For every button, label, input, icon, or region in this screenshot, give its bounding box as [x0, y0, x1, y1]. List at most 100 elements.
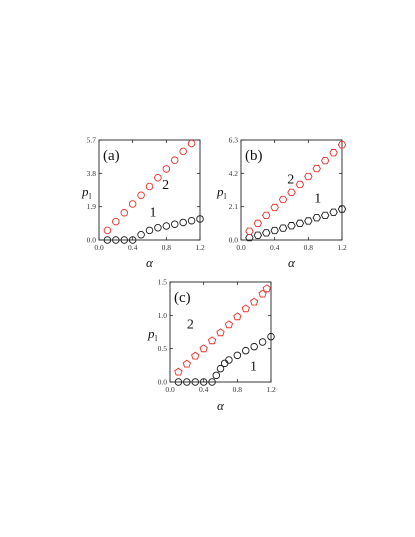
- panel-b-ytick-3: 6.3: [229, 136, 239, 145]
- panel-a-series-2-point-1: [112, 217, 120, 226]
- panel-b-series-2-point-3: [270, 203, 279, 212]
- panel-a-xtick-1: 0.4: [128, 243, 138, 252]
- panel-b-series-1-point-6: [295, 219, 305, 227]
- panel-b-ylabel-main: p: [216, 184, 224, 199]
- panel-a-curve-label-1: 2: [162, 178, 169, 193]
- panel-b-series-1-point-5: [287, 222, 296, 230]
- panel-a-ylabel-main: p: [81, 184, 89, 199]
- panel-b-label: (b): [245, 148, 263, 164]
- panel-a-series-1-point-7: [162, 222, 171, 230]
- panel-a-frame: [98, 139, 201, 241]
- panel-c-xticks: 0.0 0.4 0.8 1.2: [165, 385, 276, 394]
- panel-b-ytick-2: 4.2: [229, 169, 239, 178]
- panel-a-series-1-point-3: [128, 236, 137, 244]
- panel-a-series-1-point-9: [179, 218, 187, 227]
- panel-c-series-1-point-11: [250, 342, 258, 351]
- panel-c-series-1-point-1: [183, 378, 191, 386]
- panel-a-series-1-point-2: [120, 236, 128, 244]
- panel-a-xtick-2: 0.8: [162, 243, 172, 252]
- panel-a-ylabel: pl: [81, 184, 92, 201]
- panel-a-xtick-3: 1.2: [195, 243, 205, 252]
- panel-a-series-1-point-11: [196, 215, 204, 223]
- panel-a-series-1-point-10: [187, 216, 196, 225]
- panel-c-frame: [169, 281, 272, 383]
- panel-a-series-2-point-9: [179, 147, 187, 156]
- panel-a-ytick-1: 1.9: [87, 202, 97, 211]
- panel-b-series-2-point-2: [262, 211, 271, 220]
- panel-c-series-2-point-2: [191, 351, 200, 360]
- panel-a-series-1-point-0: [103, 236, 112, 244]
- panel-c-ytick-0: 0.0: [158, 378, 168, 387]
- panel-a-yticks: 0.0 1.9 3.8 5.7: [87, 136, 97, 245]
- panel-c-xtick-1: 0.4: [199, 385, 209, 394]
- panel-c-xtick-0: 0.0: [165, 385, 175, 394]
- panel-a-series-2-point-7: [162, 165, 171, 173]
- panel-b-ytick-0: 0.0: [229, 236, 239, 245]
- panel-b-xtick-2: 0.8: [304, 243, 314, 252]
- panel-a-xticks: 0.0 0.4 0.8 1.2: [94, 243, 205, 252]
- panel-a-series-1-point-1: [112, 236, 120, 244]
- panel-c-ylabel-sub: l: [155, 334, 158, 343]
- panel-a: (a) α pl 0.0 0.4 0.8 1.2 0.0 1.9 3.8 5.7…: [81, 136, 205, 271]
- panel-c-series-1-point-7: [220, 359, 229, 368]
- panel-b-series-1-point-2: [262, 229, 271, 237]
- panel-a-ylabel-sub: l: [89, 192, 92, 201]
- panel-c-series-1-point-2: [191, 378, 199, 386]
- panel-c-curve-label-1: 2: [187, 318, 194, 333]
- panel-c-series-1-point-8: [225, 356, 233, 364]
- panel-a-series-2-point-0: [103, 226, 112, 235]
- panel-b-series-1-point-4: [278, 224, 288, 232]
- panel-c-series-2-point-1: [182, 359, 191, 368]
- panel-b-series-2-point-1: [253, 219, 263, 227]
- panel-a-series-1-point-6: [154, 223, 162, 232]
- panel-b-xtick-0: 0.0: [236, 243, 246, 252]
- panel-b-series-1-point-10: [329, 208, 338, 216]
- panel-c-series-2: [174, 284, 271, 376]
- panel-b-series-1-point-7: [304, 217, 313, 225]
- panel-b-ylabel: pl: [216, 184, 227, 201]
- panel-a-curve-label-0: 1: [150, 205, 157, 220]
- panel-c-xlabel: α: [217, 398, 225, 413]
- panel-c-series-2-point-0: [174, 367, 183, 376]
- panel-b-series-2-point-7: [304, 172, 313, 181]
- panel-b-series-2-point-4: [278, 195, 288, 204]
- panel-c-yticks: 0.0 0.5 1.0 1.5: [158, 278, 168, 387]
- panel-b-xtick-3: 1.2: [337, 243, 347, 252]
- panel-c-series-1: [174, 332, 275, 386]
- panel-a-annotations: 12: [150, 178, 170, 220]
- panel-c-series-1-point-9: [233, 351, 242, 360]
- panel-c-ytick-1: 0.5: [158, 344, 168, 353]
- panel-c-series-1-point-10: [241, 346, 250, 355]
- panel-c-series-1-point-6: [216, 364, 225, 373]
- panel-c-series-2-point-7: [233, 312, 242, 321]
- panel-c-series-1-point-12: [258, 338, 267, 346]
- panel-b-curve-label-0: 1: [314, 192, 321, 207]
- panel-c-series-1-point-4: [208, 378, 216, 386]
- panel-c-series-2-point-8: [241, 304, 250, 313]
- panel-b-series-2-point-8: [312, 164, 321, 173]
- panel-a-series-2-point-2: [120, 209, 128, 217]
- panel-b-series-1-point-3: [270, 226, 279, 235]
- panel-a-series-1-point-5: [145, 226, 154, 235]
- panel-c-curve-label-0: 1: [250, 360, 257, 375]
- panel-b-xticks: 0.0 0.4 0.8 1.2: [236, 243, 347, 252]
- panel-b-series-1-point-1: [253, 231, 263, 239]
- panel-a-xlabel: α: [146, 255, 154, 270]
- panel-b-series-2-point-11: [337, 141, 347, 149]
- panel-a-series-2: [103, 139, 196, 235]
- panel-b-ylabel-sub: l: [224, 192, 227, 201]
- panel-a-series-2-point-3: [128, 200, 137, 208]
- panel-a-series-2-point-4: [137, 191, 145, 200]
- panel-b-series-2-point-6: [295, 180, 305, 189]
- panel-c-series-1-point-5: [212, 371, 221, 380]
- panel-b-series-2-point-0: [245, 227, 254, 235]
- panel-c-ylabel-main: p: [147, 326, 155, 341]
- panel-c-xtick-3: 1.2: [266, 385, 276, 394]
- panel-c-series-2-point-5: [216, 328, 225, 337]
- panel-c-series-2-point-3: [199, 344, 208, 353]
- panel-c-series-1-point-0: [174, 378, 183, 386]
- panel-b-curve-label-1: 2: [287, 173, 294, 188]
- panel-b-series-2: [245, 141, 347, 235]
- panel-b-frame: [240, 139, 343, 241]
